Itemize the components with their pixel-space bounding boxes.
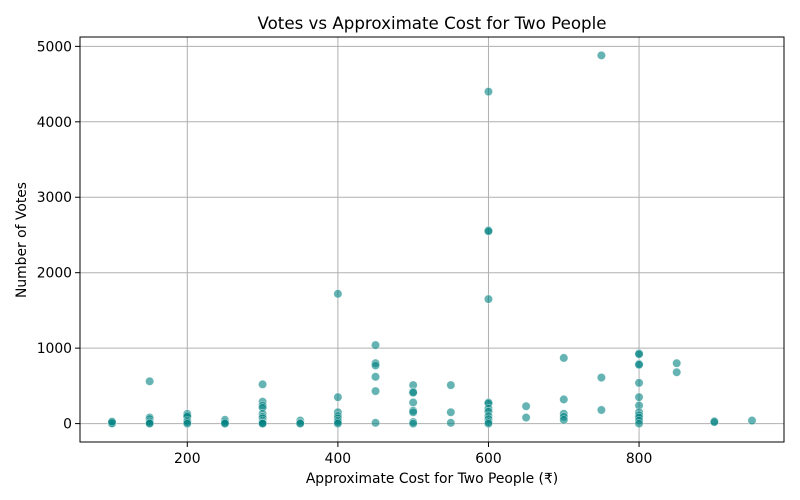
data-point xyxy=(145,376,155,386)
data-point xyxy=(408,419,418,429)
axis-ticks: 200 400 600 800 0 1000 2000 3000 4000 5000 xyxy=(37,39,653,467)
data-point xyxy=(596,50,606,60)
data-point xyxy=(333,419,343,429)
data-point xyxy=(258,379,268,389)
chart-title: Votes vs Approximate Cost for Two People xyxy=(258,14,607,33)
data-point xyxy=(596,405,606,415)
data-point xyxy=(107,417,117,427)
x-tick-label: 600 xyxy=(475,451,501,467)
data-point xyxy=(483,87,493,97)
y-axis-label: Number of Votes xyxy=(14,182,30,298)
data-point xyxy=(634,378,644,388)
data-point xyxy=(333,392,343,402)
data-point xyxy=(634,392,644,402)
data-point xyxy=(483,226,493,236)
data-point xyxy=(333,289,343,299)
data-point xyxy=(559,415,569,425)
data-point xyxy=(371,418,381,428)
data-point xyxy=(182,419,192,429)
data-point xyxy=(258,419,268,429)
y-tick-label: 3000 xyxy=(37,190,72,206)
data-point xyxy=(596,373,606,383)
data-point xyxy=(672,358,682,368)
data-point xyxy=(634,360,644,370)
data-point xyxy=(371,360,381,370)
data-point xyxy=(295,419,305,429)
y-tick-label: 0 xyxy=(63,417,72,433)
data-point xyxy=(408,397,418,407)
data-point xyxy=(483,419,493,429)
data-point xyxy=(371,386,381,396)
data-point xyxy=(709,417,719,427)
x-tick-label: 800 xyxy=(626,451,652,467)
data-point xyxy=(521,401,531,411)
data-point xyxy=(521,413,531,423)
data-point xyxy=(371,340,381,350)
y-tick-label: 5000 xyxy=(37,39,72,55)
data-point xyxy=(145,419,155,429)
data-point xyxy=(747,416,757,426)
y-tick-label: 1000 xyxy=(37,341,72,357)
plot-frame xyxy=(79,36,785,443)
y-tick-label: 4000 xyxy=(37,115,72,131)
y-tick-label: 2000 xyxy=(37,266,72,282)
data-point xyxy=(446,407,456,417)
grid xyxy=(80,37,784,442)
data-point xyxy=(220,419,230,429)
data-point xyxy=(371,372,381,382)
data-point xyxy=(483,294,493,304)
data-point xyxy=(408,388,418,398)
data-point xyxy=(559,353,569,363)
plot-area xyxy=(80,37,784,442)
x-tick-label: 400 xyxy=(325,451,351,467)
data-point xyxy=(446,380,456,390)
data-point xyxy=(446,418,456,428)
data-point xyxy=(634,419,644,429)
data-point xyxy=(559,394,569,404)
x-tick-label: 200 xyxy=(174,451,200,467)
data-point xyxy=(408,407,418,417)
data-point xyxy=(634,349,644,359)
data-point xyxy=(672,367,682,377)
x-axis-label: Approximate Cost for Two People (₹) xyxy=(306,471,558,487)
data-points xyxy=(107,50,757,429)
